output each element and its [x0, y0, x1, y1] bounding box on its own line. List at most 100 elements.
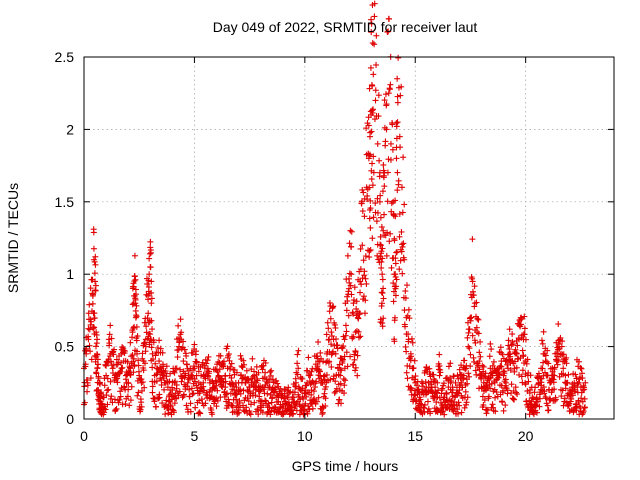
data-point: [204, 357, 211, 364]
data-point: [545, 360, 552, 367]
data-point: [292, 403, 299, 410]
data-point: [471, 358, 478, 365]
data-point: [514, 391, 521, 398]
data-point: [379, 320, 386, 327]
data-point: [450, 373, 457, 380]
data-point: [101, 382, 108, 389]
data-point: [555, 357, 562, 364]
data-point: [281, 398, 288, 405]
data-point: [477, 338, 484, 345]
data-point: [392, 213, 399, 220]
data-point: [86, 301, 93, 308]
data-point: [352, 349, 359, 356]
data-point: [391, 338, 398, 345]
data-point: [578, 395, 585, 402]
data-point: [538, 365, 545, 372]
data-point: [464, 334, 471, 341]
data-point: [380, 315, 387, 322]
data-point: [380, 295, 387, 302]
data-point: [563, 360, 570, 367]
data-point: [171, 400, 178, 407]
data-point: [402, 288, 409, 295]
data-point: [103, 362, 110, 369]
data-point: [362, 253, 369, 260]
data-point: [581, 395, 588, 402]
data-point: [153, 378, 160, 385]
data-point: [445, 363, 452, 370]
data-point: [240, 402, 246, 409]
data-point: [149, 326, 156, 333]
data-point: [464, 394, 471, 401]
data-point: [398, 228, 405, 235]
data-point: [361, 268, 368, 275]
data-point: [195, 368, 202, 375]
data-point: [565, 371, 572, 378]
data-point: [222, 378, 229, 385]
data-point: [243, 404, 250, 411]
data-point: [381, 97, 388, 104]
data-point: [479, 393, 486, 400]
data-point: [169, 393, 176, 400]
data-point: [366, 248, 373, 255]
data-point: [220, 363, 227, 370]
data-point: [373, 32, 380, 39]
data-point: [326, 358, 333, 365]
data-point: [328, 364, 335, 371]
data-point: [527, 387, 534, 394]
data-point: [198, 396, 205, 403]
data-point: [539, 340, 546, 347]
data-point: [332, 324, 339, 331]
data-point: [233, 369, 240, 376]
data-point: [328, 329, 335, 336]
data-point: [151, 398, 158, 405]
data-point: [366, 184, 373, 191]
data-point: [138, 379, 145, 386]
data-point: [227, 363, 234, 370]
data-point: [339, 356, 346, 363]
data-point: [147, 244, 154, 251]
data-point: [345, 312, 352, 319]
data-point: [354, 314, 361, 321]
data-point: [372, 200, 379, 207]
data-point: [578, 389, 585, 396]
data-point: [367, 246, 374, 253]
data-point: [281, 390, 288, 397]
data-point: [127, 371, 134, 378]
data-point: [175, 392, 182, 399]
data-point: [121, 383, 128, 390]
data-point: [323, 371, 330, 378]
data-point: [111, 346, 118, 353]
data-point: [397, 257, 404, 264]
data-point: [108, 393, 115, 400]
data-point: [512, 384, 519, 391]
data-point: [144, 280, 151, 287]
data-point: [560, 365, 567, 372]
data-point: [88, 318, 95, 325]
data-point: [94, 336, 101, 343]
data-point: [381, 183, 388, 190]
data-point: [134, 333, 141, 340]
data-point: [509, 395, 516, 402]
data-point: [350, 296, 357, 303]
data-point: [116, 396, 123, 403]
data-point: [233, 384, 240, 391]
data-point: [371, 116, 378, 123]
data-point: [324, 319, 331, 326]
data-point: [551, 372, 558, 379]
data-point: [408, 391, 415, 398]
data-point: [95, 375, 102, 382]
data-point: [139, 379, 146, 386]
data-point: [351, 351, 358, 358]
data-point: [166, 378, 173, 385]
data-point: [456, 402, 463, 409]
data-point: [513, 364, 520, 371]
data-point: [337, 400, 344, 407]
data-point: [256, 388, 263, 395]
data-point: [491, 379, 498, 386]
data-point: [148, 289, 155, 296]
data-point: [462, 365, 469, 372]
data-point: [572, 371, 579, 378]
data-point: [160, 372, 167, 379]
data-point: [168, 396, 175, 403]
data-point: [374, 140, 381, 147]
